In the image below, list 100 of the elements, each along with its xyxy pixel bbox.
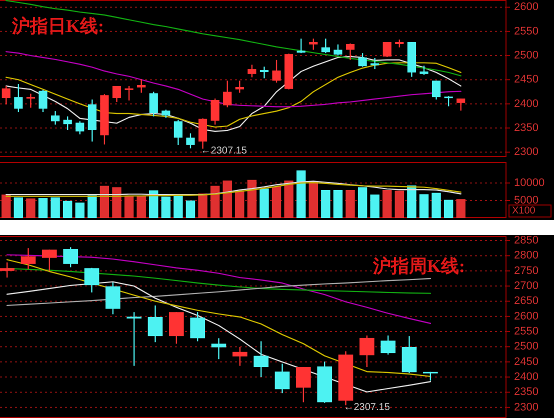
candlestick: [254, 340, 268, 378]
candlestick: [456, 98, 466, 112]
candlestick: [211, 338, 226, 360]
candlestick: [235, 80, 244, 94]
text: 沪指周K线:: [372, 256, 465, 276]
candlestick: [106, 282, 120, 315]
line-series: [6, 51, 462, 108]
candlestick: [309, 38, 318, 50]
y-tick-label: 2600: [514, 310, 538, 322]
candlestick: [444, 96, 453, 107]
y-tick-label: 2650: [514, 295, 538, 308]
candlestick: [137, 78, 146, 94]
text: 沪指日K线:: [11, 16, 104, 36]
candlestick: [76, 120, 84, 135]
bar: [382, 190, 392, 218]
bar: [14, 197, 24, 218]
y-tick-label: 2800: [514, 250, 538, 262]
line-series: [6, 0, 462, 76]
bar: [198, 194, 208, 218]
bar: [161, 196, 171, 218]
candlestick: [84, 267, 100, 294]
bar: [112, 187, 122, 218]
bar: [394, 190, 404, 218]
candlestick: [420, 65, 428, 76]
candlestick: [186, 132, 195, 149]
bar: [407, 185, 416, 218]
y-tick-label: 2400: [514, 98, 538, 110]
candlestick: [382, 41, 392, 58]
candlestick: [149, 91, 158, 118]
y-tick-label: 2850: [514, 234, 538, 246]
annotation: ←2307.15: [344, 402, 390, 413]
candlestick: [38, 89, 48, 113]
y-tick-label: 5000: [514, 194, 538, 206]
bar: [235, 190, 244, 218]
candlestick: [380, 334, 396, 356]
y-tick-label: 2300: [514, 401, 538, 414]
candlestick: [358, 52, 367, 68]
candlestick: [432, 80, 441, 100]
bar: [432, 192, 441, 218]
y-tick-label: 2550: [514, 325, 538, 338]
candlestick: [14, 83, 23, 113]
line-series: [6, 281, 432, 393]
bar: [75, 202, 84, 218]
annotation: ←2307.15: [200, 145, 248, 156]
bar: [88, 195, 97, 218]
bar: [346, 190, 355, 218]
y-tick-label: 2600: [514, 1, 538, 14]
candlestick: [20, 248, 36, 270]
bar: [456, 199, 466, 218]
y-tick-label: 2500: [514, 340, 538, 353]
bar: [124, 196, 134, 218]
candlestick: [63, 116, 72, 131]
y-tick-label: 2750: [514, 264, 538, 277]
bar: [38, 198, 48, 218]
bar: [62, 200, 72, 218]
candlestick: [124, 85, 134, 102]
y-tick-label: 2500: [514, 49, 538, 62]
candlestick: [296, 38, 306, 54]
y-tick-label: 2450: [514, 356, 538, 368]
bar: [358, 187, 368, 218]
candlestick: [174, 119, 182, 146]
candlestick: [2, 85, 10, 105]
candlestick: [232, 346, 248, 366]
bar: [296, 170, 306, 218]
bar: [247, 180, 257, 218]
candlestick: [334, 44, 342, 56]
candlestick: [296, 366, 311, 403]
candlestick: [346, 42, 355, 60]
candlestick: [210, 98, 220, 126]
bar: [26, 198, 36, 218]
y-tick-label: 2700: [514, 280, 538, 292]
y-tick-label: 2350: [514, 386, 538, 398]
candlestick: [272, 59, 281, 84]
candlestick: [169, 312, 184, 344]
candlestick: [126, 312, 142, 366]
bar: [272, 186, 282, 218]
bar: [222, 180, 232, 218]
candlestick: [51, 110, 60, 126]
bar: [321, 190, 330, 218]
bar: [444, 200, 454, 218]
bar: [186, 200, 196, 218]
bar: [308, 182, 318, 218]
bar: [136, 196, 146, 218]
y-tick-label: 2450: [514, 74, 538, 86]
y-tick-label: 10000: [514, 176, 545, 189]
candlestick: [148, 304, 163, 343]
y-tick-label: 2550: [514, 25, 538, 38]
bar: [370, 194, 380, 218]
bar: [419, 194, 429, 218]
bar: [333, 190, 343, 218]
candlestick: [360, 334, 374, 368]
candlestick: [223, 80, 232, 108]
candlestick: [190, 312, 205, 342]
bar: [2, 194, 11, 218]
bar: [50, 197, 60, 218]
text: X100: [512, 206, 536, 217]
candlestick: [63, 246, 78, 268]
candlestick: [260, 66, 269, 79]
y-tick-label: 2300: [514, 146, 538, 158]
y-tick-label: 2400: [514, 370, 538, 383]
